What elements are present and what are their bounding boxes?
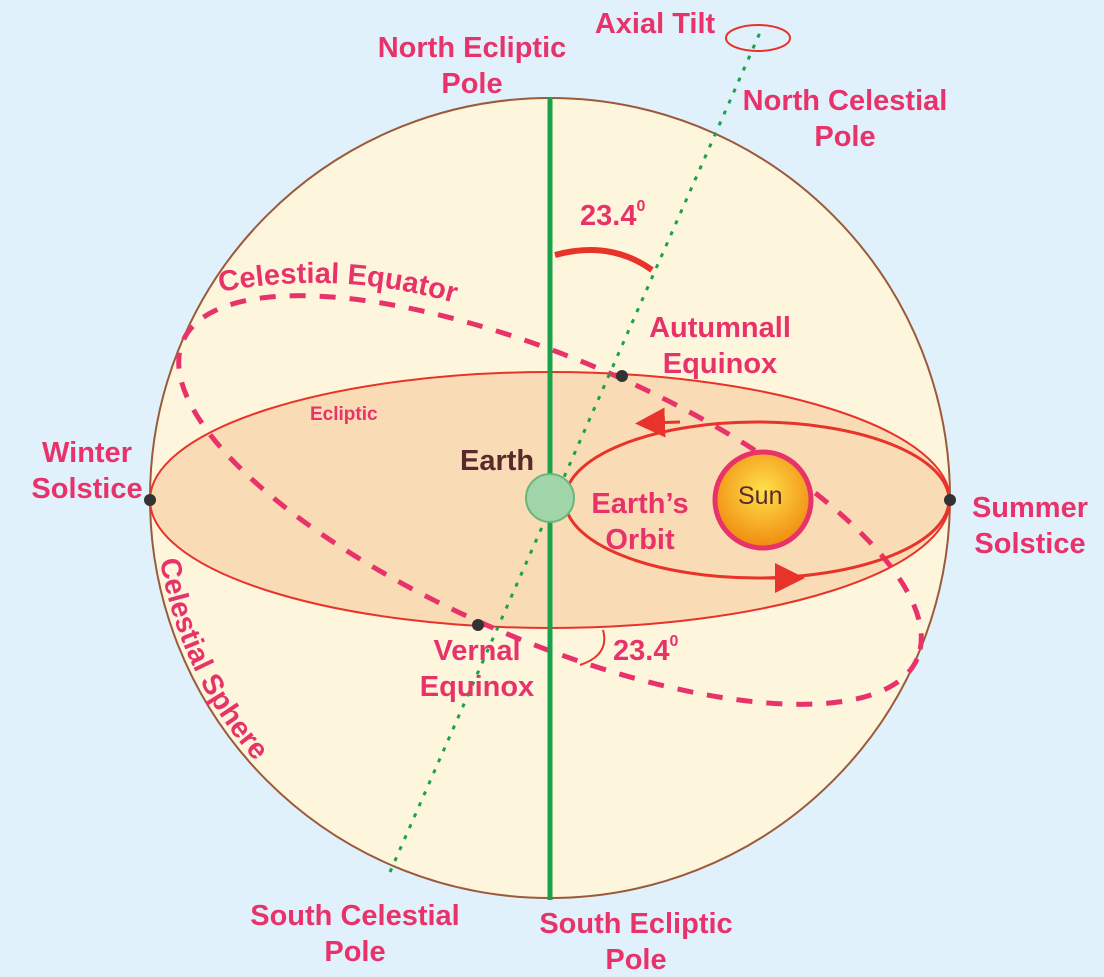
label-line: Pole	[605, 944, 666, 976]
label-line: South Celestial	[250, 900, 460, 932]
angle-value: 23.4	[580, 200, 636, 232]
label-line: Pole	[324, 936, 385, 968]
label-line: North Celestial	[743, 85, 948, 117]
label-line: Equinox	[663, 348, 777, 380]
label-line: Vernal	[433, 635, 520, 667]
earth	[525, 473, 575, 523]
north-celestial-pole-label: North Celestial Pole	[743, 85, 948, 153]
axial-tilt-label: Axial Tilt	[595, 8, 716, 40]
label-line: South Ecliptic	[539, 908, 732, 940]
label-line: Summer	[972, 492, 1088, 524]
earths-orbit-label: Earth’s Orbit	[591, 488, 688, 556]
label-line: Solstice	[974, 528, 1085, 560]
winter-solstice-label: Winter Solstice	[31, 437, 142, 505]
label-line: Axial Tilt	[595, 8, 716, 40]
angle-arc	[579, 629, 606, 666]
label-line: Equinox	[420, 671, 534, 703]
vernal-equinox-label: Vernal Equinox	[420, 635, 534, 703]
label-line: Pole	[441, 68, 502, 100]
angle-label: 23.40	[613, 633, 678, 667]
summer-solstice-label: Summer Solstice	[972, 492, 1088, 560]
label-line: Orbit	[605, 524, 675, 556]
label-line: Autumnall	[649, 312, 791, 344]
sun	[712, 449, 814, 551]
label-line: North Ecliptic	[378, 32, 567, 64]
celestial-axis	[388, 27, 764, 873]
vernal-point	[472, 619, 484, 631]
south-celestial-pole-label: South Celestial Pole	[250, 900, 460, 968]
label-line: Winter	[42, 437, 132, 469]
axial-tilt-rotation	[725, 24, 791, 52]
label-line: Pole	[814, 121, 875, 153]
winter-point	[144, 494, 156, 506]
ecliptic-label: Ecliptic	[310, 404, 378, 425]
angle-arc	[554, 247, 654, 273]
autumn-point	[616, 370, 628, 382]
autumnal-equinox-label: Autumnall Equinox	[649, 312, 791, 380]
angle-sup: 0	[669, 633, 678, 650]
angle-sup: 0	[636, 198, 645, 215]
label-line: Earth’s	[591, 488, 688, 520]
orbit-arrow	[635, 407, 681, 438]
angle-value: 23.4	[613, 635, 669, 667]
earth-label: Earth	[460, 445, 534, 477]
south-ecliptic-pole-label: South Ecliptic Pole	[539, 908, 732, 976]
summer-point	[944, 494, 956, 506]
sun-label: Sun	[738, 482, 782, 510]
north-ecliptic-pole-label: North Ecliptic Pole	[378, 32, 567, 100]
points	[144, 370, 956, 631]
angle-label: 23.40	[580, 198, 645, 232]
label-line: Solstice	[31, 473, 142, 505]
